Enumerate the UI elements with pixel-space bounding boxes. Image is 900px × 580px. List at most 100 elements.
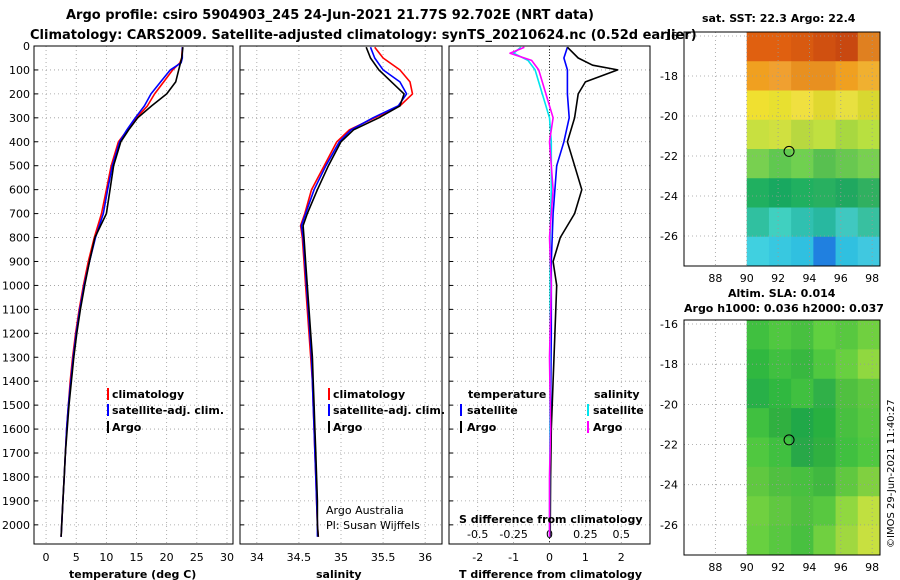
heatmap-cell <box>768 207 792 238</box>
heatmap-cell <box>746 525 770 556</box>
series-line <box>302 46 405 537</box>
map-lon-label: 88 <box>708 272 722 285</box>
heatmap-cell <box>746 496 770 527</box>
heatmap-cell <box>835 32 859 62</box>
heatmap-cell <box>791 207 814 238</box>
depth-tick-label: 1200 <box>2 327 30 340</box>
heatmap-cell <box>746 90 770 121</box>
map-lat-label: -18 <box>660 358 678 371</box>
heatmap-cell <box>835 90 859 121</box>
depth-tick-label: 1400 <box>2 375 30 388</box>
map-lat-label: -16 <box>660 30 678 43</box>
heatmap-cell <box>835 496 859 527</box>
heatmap-cell <box>835 236 859 267</box>
heatmap-cell <box>835 466 859 497</box>
heatmap-cell <box>835 149 859 179</box>
salinity-panel: 34 34.5 35 35.5 36 <box>239 45 443 564</box>
map-lat-label: -20 <box>660 398 678 411</box>
difference-xlabel: T difference from climatology <box>459 568 642 580</box>
heatmap-cell <box>835 408 859 438</box>
heatmap-cell <box>768 437 792 468</box>
depth-tick-label: 1500 <box>2 399 30 412</box>
heatmap-cell <box>746 236 770 267</box>
heatmap-cell <box>791 378 814 409</box>
series-line <box>549 46 619 537</box>
heatmap-cell <box>835 320 859 350</box>
heatmap-cell <box>857 61 881 91</box>
map-lon-label: 88 <box>708 561 722 574</box>
x-tick-label: 2 <box>618 551 625 564</box>
series-line <box>60 47 184 537</box>
heatmap-cell <box>835 525 859 556</box>
s-difference-label: S difference from climatology <box>459 513 643 526</box>
heatmap-cell <box>768 525 792 556</box>
heatmap-cell <box>857 236 881 267</box>
legend-argo-label: Argo <box>333 421 363 434</box>
pi-note: PI: Susan Wijffels <box>326 519 420 532</box>
heatmap-cell <box>813 496 837 527</box>
heatmap-cell <box>746 349 770 380</box>
heatmap-cell <box>835 119 859 150</box>
x-tick-label: 34.5 <box>287 551 312 564</box>
heatmap-cell <box>768 320 792 350</box>
x-tick-label: 36 <box>418 551 432 564</box>
heatmap-cell <box>768 149 792 179</box>
heatmap-cell <box>768 178 792 208</box>
map-lon-label: 98 <box>865 272 879 285</box>
x-tick-label: 0 <box>546 551 553 564</box>
x-tick-label: 0 <box>43 551 50 564</box>
depth-tick-label: 900 <box>9 255 30 268</box>
temperature-legend: climatology satellite-adj. clim. Argo <box>107 388 224 434</box>
heatmap-cell <box>746 119 770 150</box>
heatmap-cell <box>813 378 837 409</box>
heatmap-cell <box>791 149 814 179</box>
heatmap-cell <box>791 61 814 91</box>
series-line <box>60 47 184 537</box>
heatmap-cell <box>746 178 770 208</box>
heatmap-cell <box>813 32 837 62</box>
sla-map-panel: 88 90 92 94 96 98 -16 -18 -20 -22 -24 -26 <box>660 318 881 574</box>
heatmap-cell <box>857 320 881 350</box>
map-lon-label: 96 <box>834 561 848 574</box>
heatmap-cell <box>857 119 881 150</box>
map-lon-label: 92 <box>771 561 785 574</box>
map-lat-label: -24 <box>660 190 678 203</box>
depth-axis-labels: 0 100 200 300 400 500 600 700 800 900 1000 1100 1200… <box>2 40 30 532</box>
map-lon-label: 92 <box>771 272 785 285</box>
legend-salinity-title: salinity <box>594 388 640 401</box>
heatmap-cell <box>746 149 770 179</box>
depth-tick-label: 1900 <box>2 495 30 508</box>
heatmap-cell <box>857 32 881 62</box>
map-lat-label: -18 <box>660 70 678 83</box>
map-frame <box>683 319 881 556</box>
heatmap-cell <box>813 90 837 121</box>
x-tick-label: -1 <box>508 551 519 564</box>
x-tick-label: 35.5 <box>371 551 396 564</box>
argo-position-marker <box>783 145 795 157</box>
heatmap-cell <box>791 437 814 468</box>
heatmap-cell <box>813 320 837 350</box>
s-tick-label: -0.25 <box>499 528 527 541</box>
heatmap-cell <box>857 178 881 208</box>
argo-australia-note: Argo Australia <box>326 504 404 517</box>
heatmap-cell <box>857 349 881 380</box>
heatmap-cell <box>835 61 859 91</box>
difference-legend: temperature salinity satellite Argo sate… <box>459 388 644 526</box>
difference-panel: -2 -1 0 1 2-0.5 -0.25 0 0.25 0.5 <box>448 45 651 564</box>
plot-frame <box>239 45 443 545</box>
heatmap-cell <box>813 408 837 438</box>
x-tick-label: 34 <box>250 551 264 564</box>
temperature-xlabel: temperature (deg C) <box>69 568 196 580</box>
depth-tick-label: 400 <box>9 136 30 149</box>
legend-argo-label: Argo <box>112 421 142 434</box>
heatmap-cell <box>791 119 814 150</box>
map-lon-label: 94 <box>802 272 816 285</box>
depth-tick-label: 800 <box>9 232 30 245</box>
heatmap-cell <box>768 496 792 527</box>
heatmap-cell <box>813 119 837 150</box>
series-line <box>299 46 414 537</box>
sla-map-title: Altim. SLA: 0.014 <box>728 287 836 300</box>
heatmap-cell <box>857 90 881 121</box>
header-line1: Argo profile: csiro 5904903_245 24-Jun-2… <box>66 8 594 23</box>
heatmap-cell <box>768 236 792 267</box>
